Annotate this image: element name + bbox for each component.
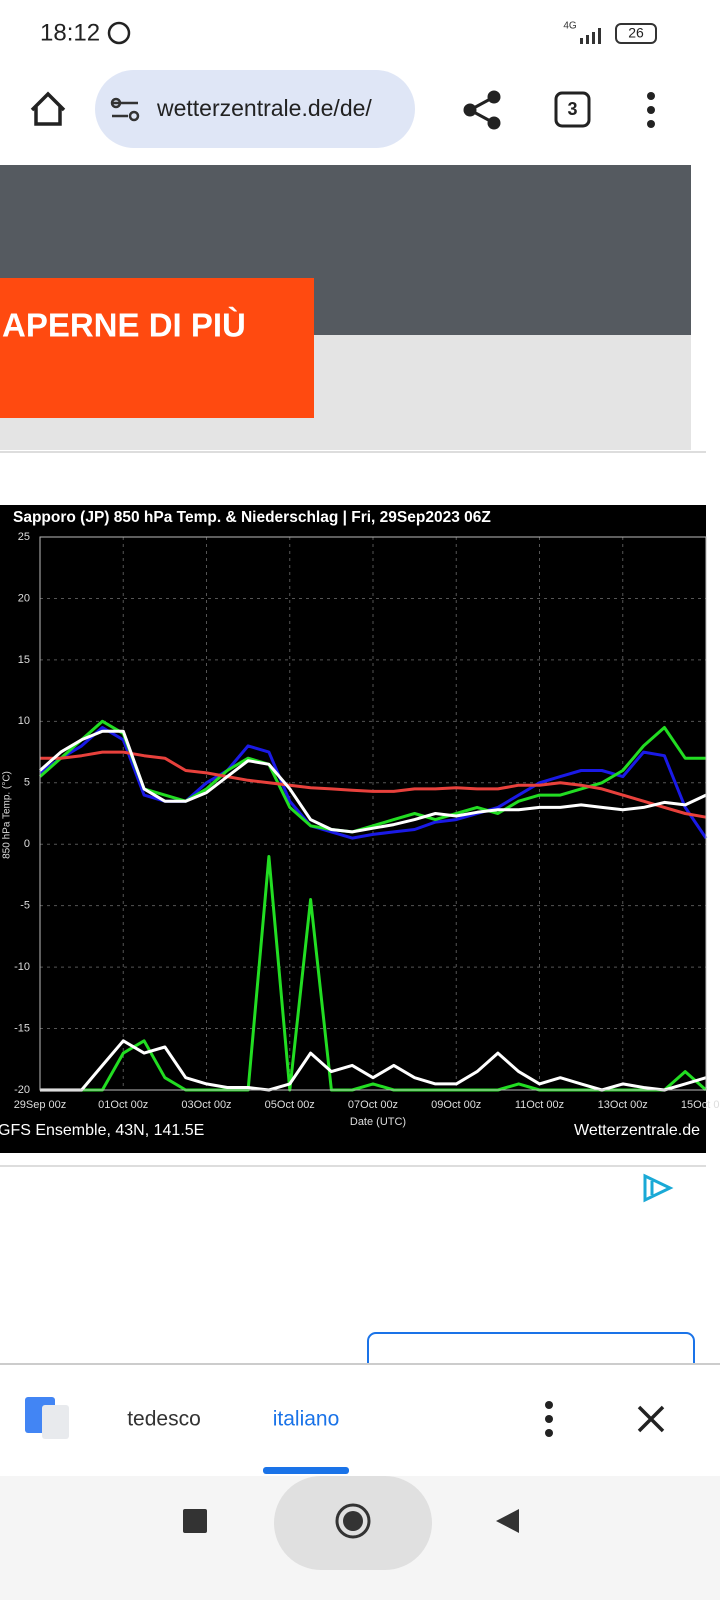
x-tick-label: 03Oct 00z: [181, 1099, 231, 1111]
y-tick-label: -15: [14, 1022, 30, 1034]
y-tick-label: 10: [18, 715, 30, 727]
y-tick-label: 20: [18, 592, 30, 604]
series-line: [40, 1039, 707, 1092]
y-tick-label: 0: [24, 838, 30, 850]
signal-icon: [580, 28, 601, 44]
adchoices-icon[interactable]: [643, 1173, 674, 1203]
series-line: [39, 729, 707, 834]
menu-button[interactable]: [647, 92, 655, 128]
url[interactable]: wetterzentrale.de/de/: [156, 95, 372, 121]
home-nav-button[interactable]: [343, 1511, 363, 1531]
y-tick-label: 15: [18, 654, 30, 666]
back-button[interactable]: [496, 1509, 519, 1533]
clock: 18:12: [40, 19, 100, 46]
chart-credit: Wetterzentrale.de: [574, 1122, 700, 1139]
ad-text[interactable]: APERNE DI PIÙ: [2, 307, 246, 344]
y-tick-label: -10: [14, 961, 30, 973]
source-language[interactable]: tedesco: [127, 1408, 201, 1431]
x-tick-label: 15Oct 00z: [681, 1099, 720, 1111]
ad-button[interactable]: [0, 278, 314, 418]
battery-icon: [615, 23, 657, 44]
translate-icon[interactable]: [42, 1405, 69, 1439]
y-tick-label: 5: [24, 777, 30, 789]
x-axis-label: Date (UTC): [350, 1116, 406, 1128]
x-tick-label: 13Oct 00z: [598, 1099, 648, 1111]
chart-source: GFS Ensemble, 43N, 141.5E: [0, 1122, 204, 1139]
whatsapp-icon: [107, 21, 131, 45]
battery-level: 26: [628, 25, 644, 41]
recents-button[interactable]: [183, 1509, 207, 1533]
y-tick-label: 25: [18, 531, 30, 543]
x-tick-label: 29Sep 00z: [14, 1099, 67, 1111]
tab-count[interactable]: 3: [567, 99, 577, 119]
selected-indicator: [263, 1467, 349, 1474]
series-line: [39, 719, 706, 834]
y-tick-label: -20: [14, 1084, 30, 1096]
share-button[interactable]: [463, 90, 501, 130]
plot-frame: [39, 536, 707, 1091]
translate-menu[interactable]: [545, 1401, 553, 1437]
y-axis-label: 850 hPa Temp. (°C): [2, 771, 13, 859]
translate-bar: [0, 1364, 720, 1476]
x-tick-label: 09Oct 00z: [431, 1099, 481, 1111]
home-button[interactable]: [30, 91, 66, 126]
url-bar[interactable]: [95, 70, 415, 148]
series-line: [40, 750, 707, 819]
plot: -20 -15 -10 -5 0 5 10 15 20 25 29Sep 00z 01Oct 00z 0…: [14, 531, 720, 1111]
tabs-button[interactable]: [554, 91, 591, 128]
chart-title: Sapporo (JP) 850 hPa Temp. & Niederschla…: [13, 509, 491, 526]
x-tick-label: 11Oct 00z: [515, 1099, 564, 1111]
x-tick-label: 01Oct 00z: [98, 1099, 148, 1111]
series-line: [39, 726, 708, 840]
close-button[interactable]: [637, 1405, 665, 1433]
site-settings-icon[interactable]: [110, 97, 140, 122]
network: 4G: [563, 21, 577, 32]
chart-background: [0, 505, 706, 1153]
x-tick-label: 07Oct 00z: [348, 1099, 398, 1111]
home-nav-button[interactable]: [335, 1503, 371, 1539]
target-language[interactable]: italiano: [273, 1408, 340, 1431]
x-tick-label: 05Oct 00z: [265, 1099, 315, 1111]
y-tick-label: -5: [20, 900, 30, 912]
